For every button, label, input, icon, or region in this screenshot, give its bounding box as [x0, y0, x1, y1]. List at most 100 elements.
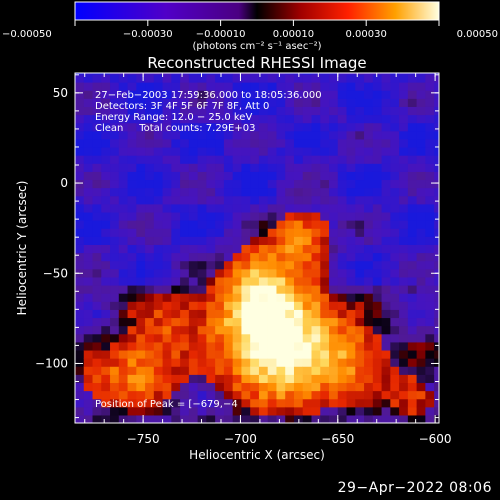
heatmap-cell [232, 122, 243, 132]
x-tick-label: −650 [321, 432, 354, 446]
heatmap-cell [110, 366, 120, 375]
heatmap-cell [407, 349, 418, 359]
heatmap-cell [337, 187, 348, 197]
heatmap-cell [407, 211, 418, 221]
heatmap-cell [83, 138, 94, 148]
heatmap-cell [136, 195, 146, 205]
heatmap-cell [381, 228, 391, 237]
heatmap-cell [407, 252, 418, 262]
heatmap-cell [425, 366, 435, 375]
heatmap-cell [206, 138, 216, 148]
heatmap-cell [276, 317, 286, 327]
heatmap-cell [276, 293, 286, 302]
heatmap-cell [118, 252, 129, 262]
heatmap-cell [206, 236, 216, 245]
heatmap-cell [416, 114, 426, 124]
heatmap-cell [127, 203, 137, 213]
heatmap-cell [364, 406, 374, 416]
heatmap-cell [285, 98, 295, 107]
heatmap-cell [180, 155, 190, 164]
heatmap-cell [223, 301, 234, 310]
heatmap-cell [75, 195, 85, 205]
heatmap-cell [399, 406, 409, 416]
heatmap-cell [145, 90, 155, 99]
heatmap-cell [407, 122, 418, 132]
heatmap-cell [145, 130, 155, 140]
heatmap-cell [425, 122, 435, 132]
heatmap-cell [311, 358, 321, 367]
heatmap-cell [153, 317, 164, 327]
heatmap-cell [232, 301, 243, 310]
heatmap-cell [162, 358, 172, 367]
x-tick-label: −700 [224, 432, 257, 446]
heatmap-cell [320, 73, 330, 83]
heatmap-cell [416, 146, 426, 156]
heatmap-cell [329, 90, 339, 99]
heatmap-cell [390, 130, 400, 140]
heatmap-cell [197, 195, 207, 205]
heatmap-cell [355, 106, 365, 116]
heatmap-cell [372, 130, 383, 140]
heatmap-cell [180, 171, 190, 181]
heatmap-cell [206, 398, 216, 408]
heatmap-cell [145, 406, 155, 416]
heatmap-cell [311, 114, 321, 124]
heatmap-cell [346, 179, 356, 189]
heatmap-cell [355, 155, 365, 164]
heatmap-cell [241, 220, 251, 229]
heatmap-cell [162, 203, 172, 213]
heatmap-cell [92, 146, 102, 156]
x-tick-label: −600 [419, 432, 452, 446]
heatmap-cell [407, 374, 418, 384]
heatmap-cell [285, 73, 295, 83]
heatmap-cell [83, 309, 94, 319]
heatmap-cell [127, 252, 137, 262]
heatmap-cell [127, 155, 137, 164]
heatmap-cell [92, 130, 102, 140]
heatmap-cell [390, 276, 400, 286]
heatmap-cell [293, 98, 304, 107]
heatmap-cell [250, 179, 260, 189]
heatmap-cell [136, 333, 146, 343]
heatmap-cell [127, 390, 137, 400]
heatmap-cell [162, 284, 172, 294]
heatmap-cell [241, 244, 251, 254]
heatmap-cell [285, 398, 295, 408]
heatmap-cell [75, 244, 85, 254]
heatmap-cell [206, 171, 216, 181]
heatmap-cell [399, 284, 409, 294]
heatmap-cell [101, 309, 111, 319]
heatmap-cell [407, 171, 418, 181]
heatmap-cell [223, 203, 234, 213]
heatmap-cell [136, 325, 146, 335]
heatmap-cell [258, 114, 269, 124]
heatmap-cell [311, 203, 321, 213]
heatmap-cell [83, 414, 94, 423]
heatmap-cell [346, 309, 356, 319]
heatmap-cell [75, 90, 85, 99]
heatmap-cell [92, 414, 102, 423]
heatmap-cell [425, 155, 435, 164]
heatmap-cell [92, 325, 102, 335]
heatmap-cell [101, 268, 111, 278]
heatmap-cell [101, 98, 111, 107]
heatmap-cell [197, 317, 207, 327]
heatmap-cell [302, 138, 313, 148]
heatmap-cell [355, 195, 365, 205]
heatmap-cell [364, 349, 374, 359]
heatmap-cell [311, 414, 321, 423]
heatmap-cell [381, 179, 391, 189]
heatmap-cell [75, 211, 85, 221]
heatmap-cell [425, 130, 435, 140]
heatmap-cell [83, 187, 94, 197]
heatmap-cell [293, 179, 304, 189]
heatmap-cell [197, 106, 207, 116]
heatmap-cell [267, 414, 278, 423]
heatmap-cell [250, 374, 260, 384]
heatmap-cell [390, 195, 400, 205]
heatmap-cell [267, 187, 278, 197]
heatmap-cell [171, 333, 181, 343]
heatmap-cell [250, 341, 260, 351]
heatmap-cell [75, 146, 85, 156]
heatmap-cell [285, 317, 295, 327]
